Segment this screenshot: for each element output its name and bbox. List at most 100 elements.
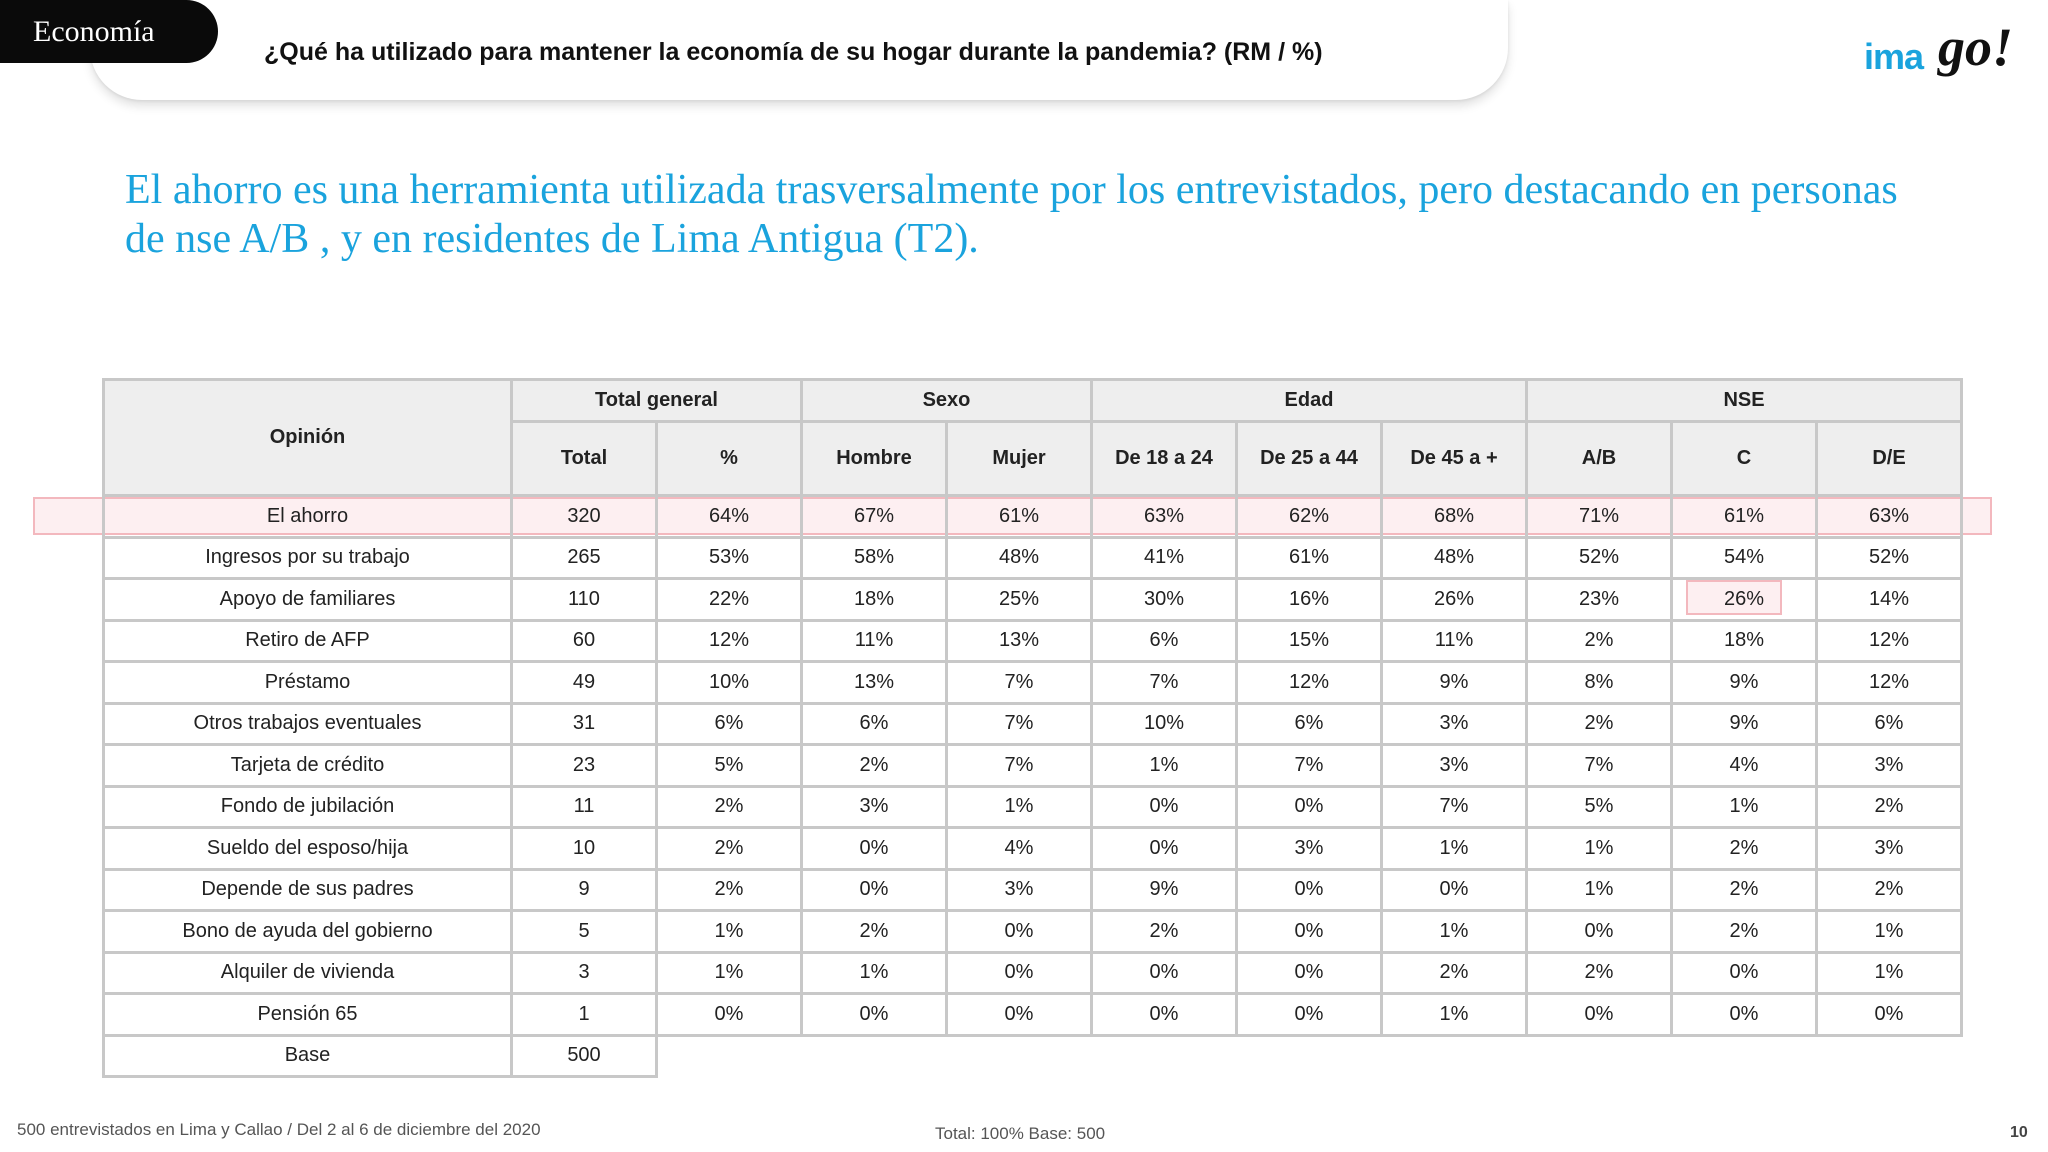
table-cell: 7% [1380,784,1528,829]
table-cell: 320 [510,494,658,539]
section-tab: Economía [0,0,218,63]
table-cell: 12% [1235,660,1383,705]
table-cell: 1% [655,909,803,954]
table-cell: 1% [1380,826,1528,871]
table-cell: 3% [1380,743,1528,788]
table-cell: 0% [800,826,948,871]
table-cell: 2% [655,784,803,829]
column-header: % [655,420,803,497]
group-nse: NSE [1525,378,1963,423]
table-cell: 11% [800,618,948,663]
table-cell: 3 [510,950,658,995]
table-cell: 0% [800,992,948,1037]
table-cell: 3% [800,784,948,829]
table-cell: 2% [1670,909,1818,954]
base-label: Base [102,1033,513,1078]
table-row: Retiro de AFP 60 12% 11% 13% 6% 15% 11% 2% 18% 12% [102,618,1963,663]
table-cell: 0% [945,950,1093,995]
table-cell: 2% [800,743,948,788]
table-cell: 41% [1090,535,1238,580]
table-cell: 2% [1815,867,1963,912]
row-label: El ahorro [102,494,513,539]
column-header: C [1670,420,1818,497]
table-cell: 2% [655,867,803,912]
table-cell: 7% [1525,743,1673,788]
table-cell: 3% [1235,826,1383,871]
empty-cell [1237,1035,1382,1077]
table-cell: 4% [945,826,1093,871]
table-cell: 67% [800,494,948,539]
table-cell: 10% [1090,701,1238,746]
table-cell: 0% [1670,992,1818,1037]
table-cell: 13% [945,618,1093,663]
table-row: Sueldo del esposo/hija 10 2% 0% 4% 0% 3% 1% 1% 2%… [102,826,1963,871]
table-cell: 9% [1670,701,1818,746]
table-cell: 15% [1235,618,1383,663]
table-cell: 6% [1815,701,1963,746]
headline: El ahorro es una herramienta utilizada t… [125,167,1898,262]
table-cell: 0% [1090,826,1238,871]
results-table: Opinión Total general Sexo Edad NSE Tota… [102,378,1963,1078]
question-title: ¿Qué ha utilizado para mantener la econo… [264,38,1323,66]
row-label: Apoyo de familiares [102,577,513,622]
table-cell: 2% [1525,950,1673,995]
table-cell: 54% [1670,535,1818,580]
table-cell: 0% [1235,950,1383,995]
column-header: Total [510,420,658,497]
row-label: Retiro de AFP [102,618,513,663]
table-cell: 0% [1815,992,1963,1037]
table-cell: 7% [1090,660,1238,705]
table-cell: 25% [945,577,1093,622]
base-row: Base 500 [102,1033,1962,1078]
empty-cell [657,1035,802,1077]
column-header: De 25 a 44 [1235,420,1383,497]
table-cell: 11% [1380,618,1528,663]
table-cell: 18% [800,577,948,622]
table-cell: 52% [1525,535,1673,580]
table-cell: 1% [1380,992,1528,1037]
row-label: Alquiler de vivienda [102,950,513,995]
table-cell: 9% [1090,867,1238,912]
table-cell: 64% [655,494,803,539]
imago-logo: ima go! [1864,16,2014,78]
table-cell: 0% [1670,950,1818,995]
table-row: Tarjeta de crédito 23 5% 2% 7% 1% 7% 3% 7% 4% 3% [102,743,1963,788]
table-cell: 0% [1235,992,1383,1037]
table-cell: 0% [1090,992,1238,1037]
table-cell: 1% [1525,826,1673,871]
row-label: Depende de sus padres [102,867,513,912]
table-cell: 26% [1380,577,1528,622]
column-header: De 18 a 24 [1090,420,1238,497]
table-cell: 1% [655,950,803,995]
table-cell: 58% [800,535,948,580]
table-cell: 2% [655,826,803,871]
table-cell: 0% [1235,784,1383,829]
table-cell: 16% [1235,577,1383,622]
row-label: Tarjeta de crédito [102,743,513,788]
table-cell: 13% [800,660,948,705]
table-cell: 0% [945,992,1093,1037]
table-cell: 31 [510,701,658,746]
table-cell: 10 [510,826,658,871]
table-cell: 3% [1815,743,1963,788]
row-label: Pensión 65 [102,992,513,1037]
table-cell: 52% [1815,535,1963,580]
table-cell: 5% [1525,784,1673,829]
table-cell: 0% [1380,867,1528,912]
empty-cell [1672,1035,1817,1077]
table-cell: 1% [1670,784,1818,829]
group-sexo: Sexo [800,378,1093,423]
table-cell: 11 [510,784,658,829]
table-row: Alquiler de vivienda 3 1% 1% 0% 0% 0% 2% 2% 0% 1% [102,950,1963,995]
table-cell: 6% [1235,701,1383,746]
table-cell: 48% [1380,535,1528,580]
table-cell: 0% [945,909,1093,954]
table-cell: 3% [1380,701,1528,746]
table-cell: 0% [1235,867,1383,912]
table-cell: 63% [1090,494,1238,539]
footer-totals: Total: 100% Base: 500 [935,1124,1106,1143]
table-cell: 68% [1380,494,1528,539]
table-cell: 0% [655,992,803,1037]
table-cell: 71% [1525,494,1673,539]
table-cell: 9% [1380,660,1528,705]
